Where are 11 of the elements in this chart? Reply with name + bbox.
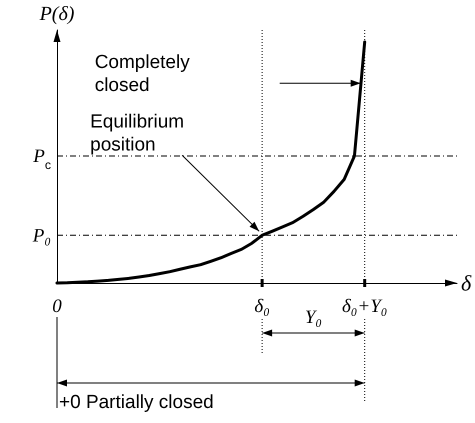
text: +0 Partially closed (59, 392, 214, 413)
x-tick-label: 0 (52, 296, 62, 317)
x-tick-label: δ₀ (254, 296, 270, 317)
annotation: Completely closed (94, 52, 190, 96)
x-axis-title: δ (461, 270, 472, 296)
ref-line-label: P₀ (32, 225, 51, 246)
x-tick-label: δ₀+Y₀ (342, 296, 388, 317)
ref-line-label: P$_{c}$ (32, 146, 51, 172)
y-axis-title: P(δ) (38, 3, 75, 25)
annotation: Equilibrium position (90, 111, 184, 156)
text: Y₀ (304, 307, 322, 328)
